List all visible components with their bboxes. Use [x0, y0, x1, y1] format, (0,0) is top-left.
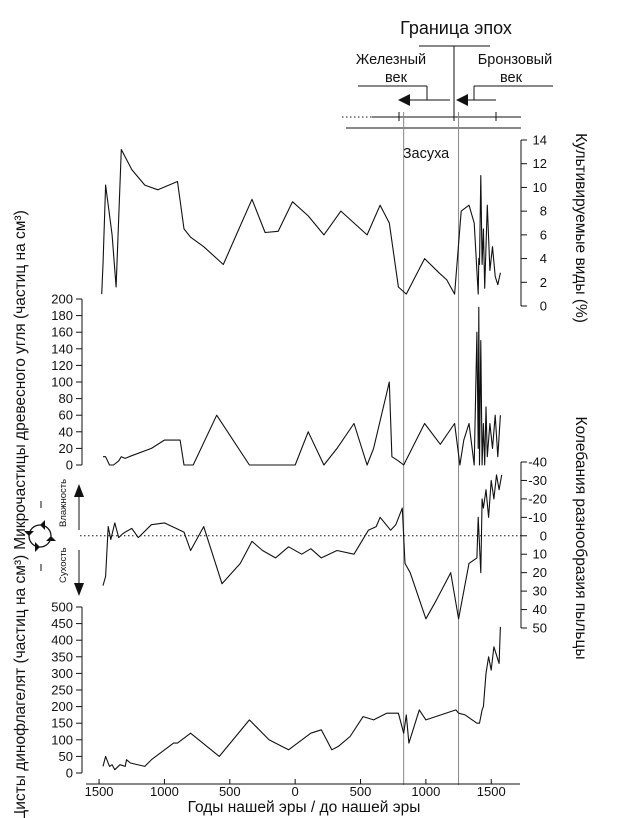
arrow-up-icon-head: [74, 484, 84, 497]
charcoal-tick-label: 160: [51, 325, 73, 340]
bronze-age-label-2: век: [500, 70, 523, 86]
cultivated-tick-label: 8: [540, 204, 547, 219]
dinoflagellate-tick-label: 150: [51, 716, 73, 731]
iron-age-label-2: век: [385, 70, 408, 86]
pollen-tick-label: 40: [533, 602, 547, 617]
pollen-tick-label: -40: [528, 455, 547, 470]
dry-label: Сухость: [58, 547, 69, 583]
dinoflagellate-tick-label: 250: [51, 683, 73, 698]
dinoflagellate-tick-label: 200: [51, 699, 73, 714]
x-tick-label: 500: [350, 784, 372, 799]
dinoflagellate-tick-label: 450: [51, 616, 73, 631]
charcoal-tick-label: 100: [51, 375, 73, 390]
cultivated-tick-label: 4: [540, 251, 547, 266]
epoch-boundary-label: Граница эпох: [400, 18, 512, 38]
humidity-indicator: Влажность Сухость: [24, 479, 84, 596]
x-tick-label: 0: [292, 784, 299, 799]
pollen-tick-label: 50: [533, 621, 547, 636]
x-tick-label: 1000: [150, 784, 179, 799]
charcoal-axis-title: Микрочастицы древесного угля (частиц на …: [12, 210, 29, 550]
cultivated-axis-title: Культивируемые виды (%): [572, 133, 589, 323]
drought-label: Засуха: [403, 146, 450, 162]
cultivated-tick-label: 6: [540, 227, 547, 242]
pollen-series-line: [102, 474, 503, 620]
charcoal-tick-label: 80: [59, 391, 73, 406]
iron-age-label-1: Железный: [356, 52, 426, 68]
panel-cultivated: 0 2 4 6 8 10 12 14 Культивируемые виды (%): [101, 133, 589, 323]
dinoflagellate-tick-label: 400: [51, 633, 73, 648]
cultivated-tick-label: 10: [533, 180, 547, 195]
dinoflagellate-tick-label: 500: [51, 600, 73, 615]
charcoal-tick-label: 0: [66, 458, 73, 473]
arrow-down-icon-head: [74, 583, 84, 596]
dinoflagellate-tick-label: 100: [51, 732, 73, 747]
charcoal-tick-label: 20: [59, 441, 73, 456]
x-tick-label: 1500: [477, 784, 506, 799]
charcoal-tick-label: 140: [51, 341, 73, 356]
x-axis: 1500 1000 500 0 500 1000 1500 Годы нашей эры / …: [85, 779, 520, 816]
cultivated-tick-label: 12: [533, 156, 547, 171]
cycle-arrows-icon: [24, 520, 56, 552]
x-tick-label: 1000: [411, 784, 440, 799]
pollen-tick-label: 10: [533, 547, 547, 562]
charcoal-tick-label: 40: [59, 424, 73, 439]
dinoflagellate-tick-label: 300: [51, 666, 73, 681]
pollen-tick-label: 0: [540, 528, 547, 543]
charcoal-tick-label: 60: [59, 408, 73, 423]
x-tick-label: 1500: [85, 784, 114, 799]
charcoal-tick-label: 120: [51, 358, 73, 373]
x-tick-label: 500: [219, 784, 241, 799]
pollen-axis-title: Колебания разнообразия пыльцы: [572, 417, 589, 660]
dinoflagellate-series-line: [102, 626, 501, 771]
dinoflagellate-axis-title: Цисты динофлагелят (частиц на см³): [12, 555, 29, 818]
charcoal-tick-label: 180: [51, 308, 73, 323]
cultivated-series-line: [101, 148, 501, 295]
charcoal-tick-label: 200: [51, 292, 73, 307]
x-axis-title: Годы нашей эры / до нашей эры: [188, 799, 421, 816]
charcoal-series-line: [103, 306, 501, 466]
reference-lines: [403, 112, 460, 785]
dinoflagellate-tick-label: 350: [51, 649, 73, 664]
pollen-tick-label: -30: [528, 473, 547, 488]
bronze-age-arrowhead-icon: [456, 94, 468, 106]
pollen-tick-label: -20: [528, 491, 547, 506]
panel-pollen: -40 -30 -20 -10 0 10 20 30 40 50 Колебания разнооб…: [80, 417, 589, 660]
iron-age-arrowhead-icon: [398, 94, 410, 106]
wet-label: Влажность: [58, 479, 69, 527]
cultivated-tick-label: 2: [540, 275, 547, 290]
cultivated-tick-label: 14: [533, 133, 547, 148]
pollen-tick-label: 30: [533, 584, 547, 599]
bronze-age-label-1: Бронзовый: [478, 52, 552, 68]
cultivated-tick-label: 0: [540, 299, 547, 314]
dinoflagellate-tick-label: 0: [66, 766, 73, 781]
pollen-tick-label: -10: [528, 510, 547, 525]
pollen-tick-label: 20: [533, 565, 547, 580]
dinoflagellate-tick-label: 50: [59, 749, 73, 764]
